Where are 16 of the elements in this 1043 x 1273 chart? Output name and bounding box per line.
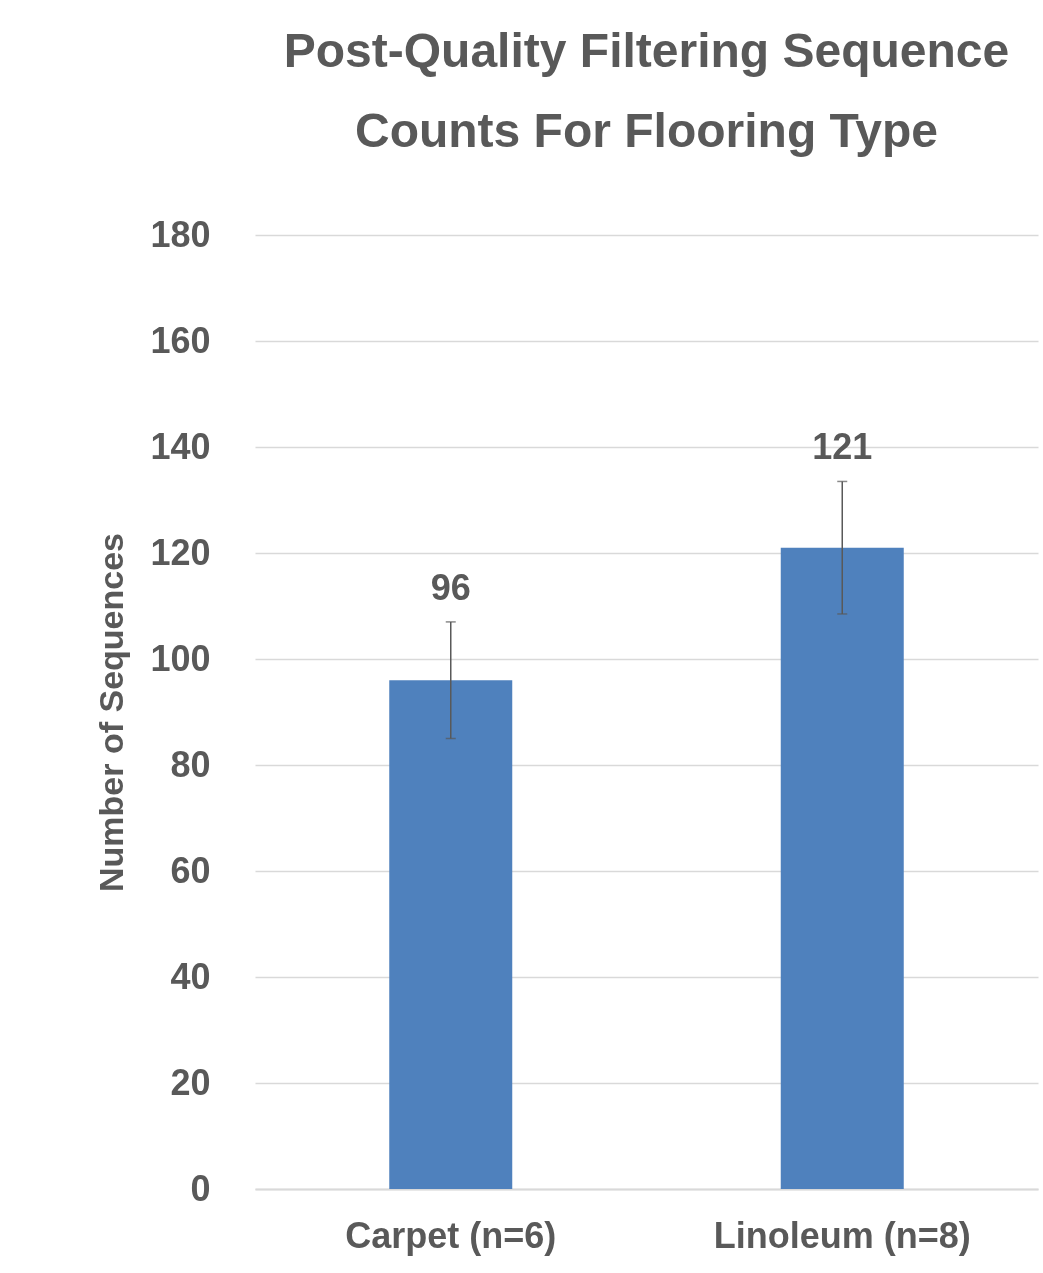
y-axis-title: Number of Sequences <box>92 533 131 892</box>
y-tick-label: 60 <box>170 849 211 891</box>
x-tick-label: Linoleum (n=8) <box>713 1214 971 1256</box>
data-label: 121 <box>812 426 873 468</box>
y-tick-label: 180 <box>150 213 211 255</box>
y-tick-label: 40 <box>170 955 211 997</box>
chart-title: Post-Quality Filtering Sequence Counts For Flooring Type <box>283 24 1010 157</box>
y-tick-label: 120 <box>150 531 211 573</box>
y-tick-label: 0 <box>190 1167 211 1209</box>
y-tick-label: 160 <box>150 319 211 361</box>
y-tick-label: 100 <box>150 637 211 679</box>
data-label: 96 <box>430 566 471 608</box>
x-tick-label: Carpet (n=6) <box>345 1214 557 1256</box>
y-tick-label: 20 <box>170 1061 211 1103</box>
y-tick-label: 80 <box>170 743 211 785</box>
y-tick-label: 140 <box>150 425 211 467</box>
